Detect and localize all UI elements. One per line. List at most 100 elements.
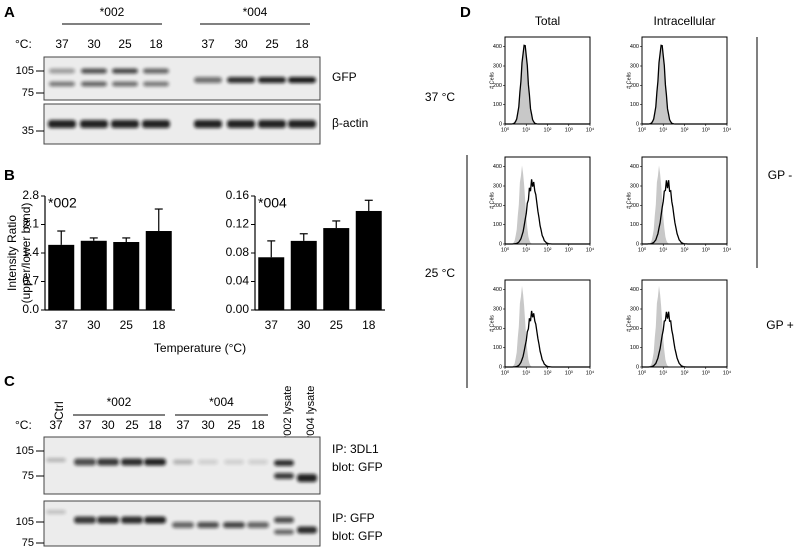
- x-tick-label: 10³: [702, 247, 710, 253]
- histogram-plot: # Cells 0 100 200 300 400 10⁰ 10¹ 10² 10³ 10⁴: [489, 156, 595, 253]
- blot-label: blot: GFP: [332, 460, 383, 474]
- blot-label: blot: GFP: [332, 529, 383, 543]
- lysate-label: *002 lysate: [282, 386, 294, 440]
- y-axis-label: # Cells: [626, 72, 632, 89]
- y-tick-label: 100: [493, 102, 502, 108]
- lane-temp: 37: [78, 418, 92, 432]
- panel-letter: B: [4, 167, 15, 184]
- y-tick-label: 300: [630, 63, 639, 69]
- x-tick-label: 10⁰: [501, 126, 510, 133]
- y-tick-label: 400: [493, 287, 502, 293]
- x-tick-label: 10¹: [522, 127, 530, 133]
- lane-temp: 30: [101, 418, 115, 432]
- y-tick-label: 300: [493, 183, 502, 189]
- group-label: *004: [209, 395, 234, 409]
- x-tick-label: 10³: [565, 370, 573, 376]
- x-tick-label: 10³: [702, 127, 710, 133]
- bar: [145, 231, 172, 310]
- blot-band: [198, 459, 218, 465]
- condition-label: GP -: [768, 168, 792, 182]
- histogram-plot: # Cells 0 100 200 300 400 10⁰ 10¹ 10² 10³ 10⁴: [489, 36, 595, 133]
- lane-temp: 37: [49, 418, 63, 432]
- y-axis-label: # Cells: [626, 192, 632, 209]
- y-tick-label: 300: [630, 183, 639, 189]
- blot-band: [46, 458, 66, 462]
- isotype-histogram: [505, 165, 590, 244]
- y-tick-label: 0: [499, 121, 502, 127]
- y-tick-label: 1.4: [22, 245, 39, 259]
- blot-label: IP: 3DL1: [332, 442, 379, 456]
- y-tick-label: 0: [636, 364, 639, 370]
- y-tick-label: 400: [630, 164, 639, 170]
- isotype-histogram: [642, 47, 727, 124]
- y-tick-label: 0.04: [226, 274, 250, 288]
- mw-marker: 75: [22, 87, 34, 99]
- y-tick-label: 400: [630, 287, 639, 293]
- panel-letter: A: [4, 4, 15, 21]
- blot-band: [144, 516, 166, 524]
- y-tick-label: 200: [493, 326, 502, 332]
- blot-band: [121, 458, 143, 466]
- column-title: Total: [535, 14, 560, 28]
- blot-band: [194, 120, 222, 128]
- y-tick-label: 400: [493, 164, 502, 170]
- panel-letter: D: [460, 4, 471, 21]
- blot-band: [274, 517, 294, 523]
- blot-band: [197, 522, 219, 528]
- lane-temp: 30: [234, 37, 248, 51]
- y-tick-label: 0.7: [22, 274, 39, 288]
- x-tick-label: 10¹: [659, 370, 667, 376]
- bar: [323, 228, 350, 310]
- isotype-histogram: [505, 47, 590, 124]
- y-axis-label: (upper/lower band): [19, 203, 33, 304]
- mw-marker: 105: [16, 65, 34, 77]
- blot-band: [74, 516, 96, 524]
- lane-temp: 25: [265, 37, 279, 51]
- blot-band: [49, 68, 75, 74]
- column-title: Intracellular: [653, 14, 715, 28]
- x-tick-label: 10²: [544, 247, 552, 253]
- x-tick-label: 10⁴: [723, 126, 732, 133]
- control-label: Ctrl: [52, 401, 66, 420]
- y-tick-label: 0: [499, 241, 502, 247]
- blot-band: [97, 516, 119, 524]
- y-tick-label: 2.1: [22, 217, 39, 231]
- blot-band: [258, 77, 286, 83]
- y-tick-label: 100: [630, 102, 639, 108]
- blot-band: [142, 120, 170, 128]
- row-label: 25 °C: [425, 266, 455, 280]
- blot-band: [274, 473, 294, 479]
- y-axis-label: # Cells: [626, 315, 632, 332]
- y-tick-label: 400: [493, 44, 502, 50]
- blot-band: [80, 120, 108, 128]
- mw-marker: 75: [22, 470, 34, 482]
- bar: [113, 242, 140, 310]
- blot-band: [143, 81, 169, 87]
- blot-label: β-actin: [332, 116, 368, 130]
- lane-temp: 18: [251, 418, 265, 432]
- bar: [80, 240, 107, 310]
- blot-band: [172, 522, 194, 528]
- y-tick-label: 100: [630, 345, 639, 351]
- y-tick-label: 300: [493, 306, 502, 312]
- lane-temp: 37: [176, 418, 190, 432]
- y-tick-label: 200: [493, 203, 502, 209]
- blot-band: [248, 459, 268, 465]
- blot-band: [227, 77, 255, 83]
- blot-label: IP: GFP: [332, 511, 375, 525]
- bar: [48, 244, 75, 310]
- blot-band: [121, 516, 143, 524]
- x-tick-label: 10³: [565, 247, 573, 253]
- x-tick-label: 10⁴: [723, 246, 732, 253]
- x-tick-label: 10¹: [659, 247, 667, 253]
- y-tick-label: 0.16: [226, 188, 250, 202]
- histogram-plot: # Cells 0 100 200 300 400 10⁰ 10¹ 10² 10³ 10⁴: [626, 156, 732, 253]
- y-axis-label: # Cells: [489, 315, 495, 332]
- row-label: 37 °C: [425, 90, 455, 104]
- y-tick-label: 0: [636, 121, 639, 127]
- chart-title: *002: [48, 195, 77, 211]
- group-label: *004: [243, 5, 268, 19]
- mw-marker: 105: [16, 445, 34, 457]
- lane-temp: 25: [125, 418, 139, 432]
- y-tick-label: 0: [499, 364, 502, 370]
